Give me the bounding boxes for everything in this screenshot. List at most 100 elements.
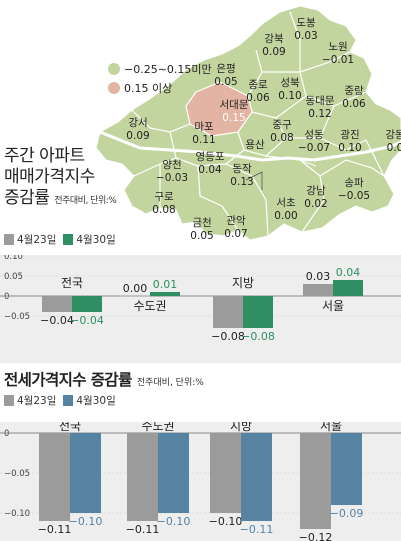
- bar-curr: [333, 280, 363, 296]
- chart2-unit: 전주대비, 단위:%: [136, 378, 204, 388]
- bar-prev: [210, 433, 241, 513]
- y-tick-label: 0.05: [4, 272, 23, 282]
- district-name-label: 은평: [216, 63, 235, 75]
- district-value-label: 0.06: [342, 98, 366, 110]
- y-tick-label: 0.10: [4, 255, 23, 262]
- bar-curr: [150, 292, 180, 296]
- district-border-4: [299, 71, 367, 107]
- district-name-label: 노원: [328, 41, 347, 53]
- category-label: 서울: [322, 299, 344, 313]
- district-name-label: 강동: [385, 129, 401, 141]
- district-name-label: 서대문: [220, 99, 249, 111]
- data-label: 0.04: [336, 266, 361, 279]
- district-value-label: 0.09: [262, 46, 285, 58]
- y-tick-label: −0.05: [4, 469, 30, 479]
- bar-prev: [213, 296, 243, 328]
- district-name-label: 강남: [306, 185, 326, 197]
- data-label: −0.12: [299, 531, 333, 541]
- chart1-legend-swatch-prev: [4, 234, 14, 245]
- category-label: 지방: [232, 276, 254, 290]
- map-legend: −0.25∼0.15미만 0.15 이상: [108, 63, 212, 95]
- district-value-label: −0.05: [338, 190, 370, 202]
- chart1-legend: 4월23일 4월30일: [4, 232, 116, 247]
- district-value-label: −0.01: [322, 54, 354, 66]
- chart2-legend-swatch-prev: [4, 395, 14, 406]
- district-name-label: 강서: [128, 117, 147, 129]
- district-name-label: 마포: [194, 121, 214, 133]
- district-value-label: 0.05: [190, 230, 213, 242]
- district-name-label: 종로: [248, 79, 268, 91]
- district-value-label: 0.12: [308, 108, 331, 120]
- category-label: 전국: [59, 422, 81, 433]
- category-label: 수도권: [133, 299, 166, 313]
- chart1-legend-swatch-curr: [63, 234, 74, 245]
- data-label: −0.11: [126, 523, 160, 536]
- chart2-title-text: 전세가격지수 증감률: [4, 371, 132, 389]
- district-border-16: [319, 159, 385, 177]
- data-label: 0.01: [153, 278, 178, 291]
- y-tick-label: 0: [4, 292, 9, 302]
- bar-curr: [70, 433, 101, 513]
- data-label: −0.04: [70, 314, 104, 327]
- sale-price-chart: 0.10 0.05 0 −0.05 전국 −0.04−0.04 수도권 0.00 0.01 지방 −…: [0, 255, 401, 363]
- district-value-label: 0.08: [270, 132, 293, 144]
- data-label: −0.10: [209, 515, 243, 528]
- district-border-2: [262, 51, 351, 73]
- legend-label-high: 0.15 이상: [124, 82, 172, 95]
- bar-prev: [303, 284, 333, 296]
- district-value-label: 0.0: [387, 142, 401, 154]
- bar-prev: [42, 296, 72, 312]
- data-label: −0.11: [38, 523, 72, 536]
- district-value-label: −0.07: [298, 142, 330, 154]
- district-name-label: 송파: [344, 177, 364, 189]
- data-label: −0.09: [330, 507, 364, 520]
- category-label: 전국: [61, 276, 83, 290]
- chart2-legend-curr: 4월30일: [76, 395, 116, 407]
- district-value-label: 0.07: [224, 228, 247, 240]
- chart1-title-line1: 주간 아파트: [4, 146, 85, 166]
- district-value-label: 0.08: [152, 204, 175, 216]
- district-value-label: 0.13: [230, 176, 253, 188]
- legend-label-range: −0.25∼0.15미만: [124, 63, 212, 76]
- district-name-label: 강북: [264, 33, 284, 45]
- district-value-label: 0.03: [294, 30, 317, 42]
- y-tick-label: −0.05: [4, 312, 30, 322]
- bar-prev: [39, 433, 70, 521]
- data-label: −0.04: [40, 314, 74, 327]
- district-name-label: 동작: [232, 163, 252, 175]
- district-name-label: 도봉: [296, 17, 316, 29]
- bar-curr: [241, 433, 272, 521]
- district-border-13: [225, 163, 269, 237]
- bar-prev: [300, 433, 331, 529]
- district-name-label: 서초: [276, 197, 296, 209]
- chart2-legend: 4월23일 4월30일: [4, 393, 116, 408]
- district-border-6: [275, 105, 335, 139]
- district-name-label: 양천: [162, 159, 181, 171]
- district-border-7: [237, 131, 287, 157]
- district-name-label: 광진: [340, 129, 359, 141]
- bar-curr: [72, 296, 102, 312]
- district-value-label: 0.00: [274, 210, 297, 222]
- district-border-15: [319, 137, 385, 177]
- district-value-label: 0.11: [192, 134, 215, 146]
- bar-curr: [331, 433, 362, 505]
- district-name-label: 구로: [154, 191, 174, 203]
- category-label: 지방: [230, 422, 252, 433]
- han-river: [99, 130, 401, 162]
- data-label: −0.08: [241, 330, 275, 343]
- bar-prev: [120, 295, 150, 297]
- district-name-label: 관악: [226, 215, 246, 227]
- legend-swatch-range: [108, 63, 120, 75]
- district-value-label: 0.15: [222, 112, 245, 124]
- chart2-legend-prev: 4월23일: [17, 395, 57, 407]
- chart1-unit: 전주대비, 단위:%: [54, 196, 117, 206]
- data-label: 0.03: [306, 270, 331, 283]
- bar-prev: [127, 433, 158, 521]
- data-label: −0.10: [69, 515, 103, 528]
- y-tick-label: 0: [4, 429, 9, 439]
- district-value-label: 0.10: [338, 142, 361, 154]
- map-shapes: [95, 5, 401, 241]
- data-label: −0.11: [240, 523, 274, 536]
- district-name-label: 중랑: [344, 85, 364, 97]
